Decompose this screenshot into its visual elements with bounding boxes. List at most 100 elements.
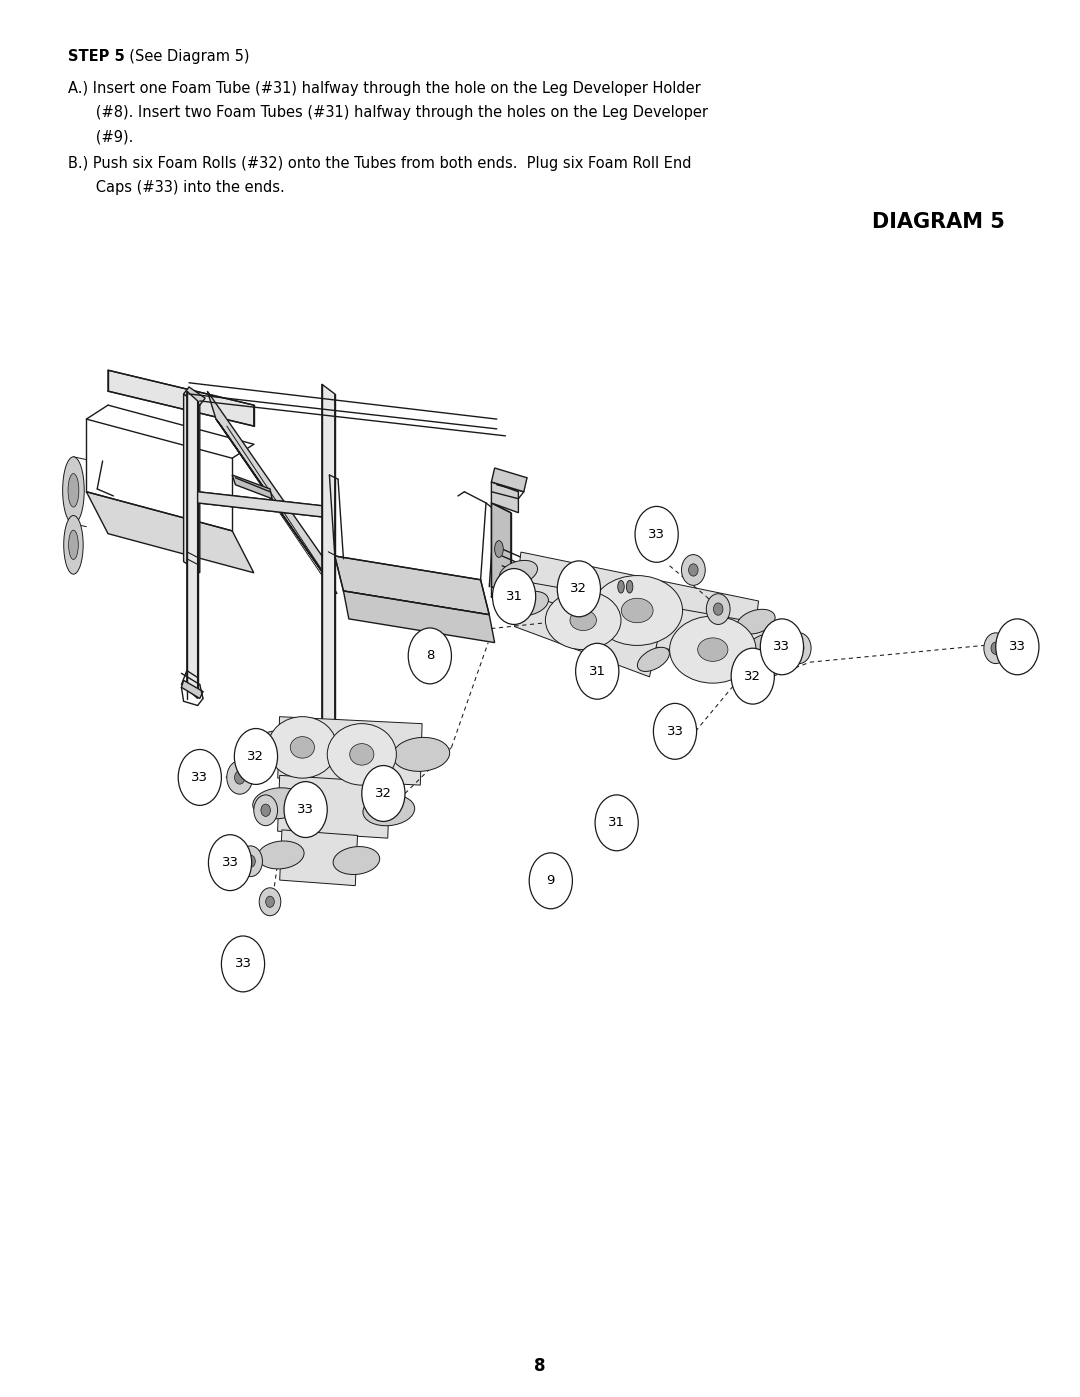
Circle shape [266,897,274,908]
Polygon shape [280,830,357,886]
Circle shape [208,835,252,891]
Polygon shape [108,370,254,426]
Ellipse shape [510,591,549,616]
Circle shape [261,805,270,816]
Text: STEP 5: STEP 5 [68,49,125,64]
Circle shape [731,648,774,704]
Circle shape [681,555,705,585]
Polygon shape [516,552,758,643]
Circle shape [991,643,1000,654]
Text: 8: 8 [426,650,434,662]
Circle shape [706,594,730,624]
Polygon shape [322,384,335,813]
Ellipse shape [626,581,633,594]
Polygon shape [232,475,272,499]
Circle shape [234,729,278,785]
Text: 32: 32 [744,669,761,683]
Ellipse shape [499,560,538,585]
Circle shape [178,749,221,805]
Polygon shape [491,482,518,513]
Polygon shape [514,592,658,676]
Circle shape [689,564,698,576]
Ellipse shape [268,717,337,778]
Circle shape [284,782,327,838]
Text: 32: 32 [375,787,392,800]
Text: (#9).: (#9). [68,130,134,145]
Polygon shape [187,391,198,698]
Circle shape [529,852,572,909]
Ellipse shape [616,613,626,633]
Text: 33: 33 [648,528,665,541]
Polygon shape [86,492,254,573]
Ellipse shape [69,531,79,560]
Polygon shape [316,792,341,810]
Ellipse shape [251,731,307,764]
Polygon shape [278,717,422,785]
Text: 33: 33 [773,640,791,654]
Text: 8: 8 [535,1358,545,1375]
Text: 33: 33 [234,957,252,971]
Polygon shape [343,591,495,643]
Text: (See Diagram 5): (See Diagram 5) [120,49,249,64]
Ellipse shape [592,576,683,645]
Ellipse shape [545,591,621,650]
Ellipse shape [68,474,79,507]
Circle shape [221,936,265,992]
Text: (#8). Insert two Foam Tubes (#31) halfway through the holes on the Leg Developer: (#8). Insert two Foam Tubes (#31) halfwa… [68,106,708,120]
Circle shape [492,569,536,624]
Polygon shape [216,419,337,594]
Circle shape [254,795,278,826]
Ellipse shape [502,597,535,622]
Ellipse shape [257,841,305,869]
Circle shape [227,760,253,793]
Circle shape [787,633,811,664]
Circle shape [259,888,281,916]
Text: 31: 31 [505,590,523,604]
Polygon shape [198,492,322,517]
Polygon shape [491,468,527,492]
Text: 31: 31 [608,816,625,830]
Circle shape [408,629,451,685]
Circle shape [246,855,255,868]
Polygon shape [278,775,390,838]
Circle shape [714,604,723,615]
Polygon shape [184,394,200,573]
Circle shape [234,771,245,784]
Polygon shape [184,387,205,405]
Ellipse shape [670,616,756,683]
Circle shape [576,643,619,700]
Ellipse shape [737,609,775,634]
Ellipse shape [637,647,670,672]
Polygon shape [181,680,203,698]
Text: 33: 33 [191,771,208,784]
Text: 32: 32 [247,750,265,763]
Circle shape [760,619,804,675]
Circle shape [996,619,1039,675]
Polygon shape [491,503,511,597]
Text: Caps (#33) into the ends.: Caps (#33) into the ends. [68,180,285,196]
Ellipse shape [333,847,380,875]
Polygon shape [335,556,489,615]
Circle shape [557,560,600,617]
Circle shape [362,766,405,821]
Ellipse shape [495,541,503,557]
Ellipse shape [363,795,415,826]
Text: 33: 33 [666,725,684,738]
Ellipse shape [618,581,624,594]
Circle shape [795,643,804,654]
Text: A.) Insert one Foam Tube (#31) halfway through the hole on the Leg Developer Hol: A.) Insert one Foam Tube (#31) halfway t… [68,81,701,96]
Text: 9: 9 [546,875,555,887]
Ellipse shape [393,738,449,771]
Ellipse shape [698,638,728,661]
Ellipse shape [747,633,786,658]
Text: 33: 33 [1009,640,1026,654]
Circle shape [635,506,678,563]
Ellipse shape [327,724,396,785]
Ellipse shape [291,736,314,759]
Ellipse shape [621,598,653,623]
Polygon shape [207,391,333,587]
Circle shape [239,847,262,877]
Text: 33: 33 [297,803,314,816]
Circle shape [595,795,638,851]
Circle shape [653,704,697,760]
